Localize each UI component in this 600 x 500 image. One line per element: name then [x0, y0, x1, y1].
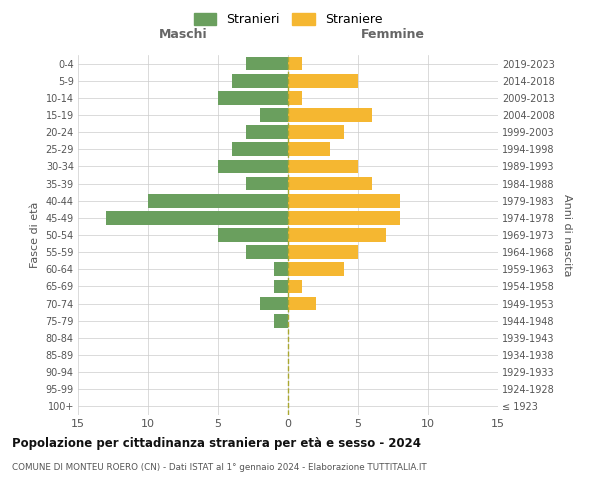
Bar	[288, 246, 358, 259]
Text: COMUNE DI MONTEU ROERO (CN) - Dati ISTAT al 1° gennaio 2024 - Elaborazione TUTTI: COMUNE DI MONTEU ROERO (CN) - Dati ISTAT…	[12, 462, 427, 471]
Bar	[274, 280, 288, 293]
Y-axis label: Anni di nascita: Anni di nascita	[562, 194, 572, 276]
Text: Popolazione per cittadinanza straniera per età e sesso - 2024: Popolazione per cittadinanza straniera p…	[12, 438, 421, 450]
Bar	[246, 246, 288, 259]
Bar	[246, 176, 288, 190]
Y-axis label: Fasce di età: Fasce di età	[30, 202, 40, 268]
Bar	[218, 228, 288, 242]
Bar	[246, 56, 288, 70]
Bar	[288, 228, 386, 242]
Bar	[260, 108, 288, 122]
Legend: Stranieri, Straniere: Stranieri, Straniere	[190, 8, 386, 30]
Bar	[288, 280, 302, 293]
Text: Maschi: Maschi	[158, 28, 208, 40]
Bar	[274, 262, 288, 276]
Bar	[106, 211, 288, 224]
Bar	[288, 211, 400, 224]
Bar	[148, 194, 288, 207]
Bar	[246, 126, 288, 139]
Bar	[288, 142, 330, 156]
Bar	[288, 176, 372, 190]
Bar	[274, 314, 288, 328]
Bar	[218, 91, 288, 104]
Bar	[288, 56, 302, 70]
Bar	[232, 142, 288, 156]
Bar	[288, 160, 358, 173]
Bar	[288, 108, 372, 122]
Text: Femmine: Femmine	[361, 28, 425, 40]
Bar	[218, 160, 288, 173]
Bar	[288, 91, 302, 104]
Bar	[260, 296, 288, 310]
Bar	[232, 74, 288, 88]
Bar	[288, 262, 344, 276]
Bar	[288, 74, 358, 88]
Bar	[288, 194, 400, 207]
Bar	[288, 126, 344, 139]
Bar	[288, 296, 316, 310]
